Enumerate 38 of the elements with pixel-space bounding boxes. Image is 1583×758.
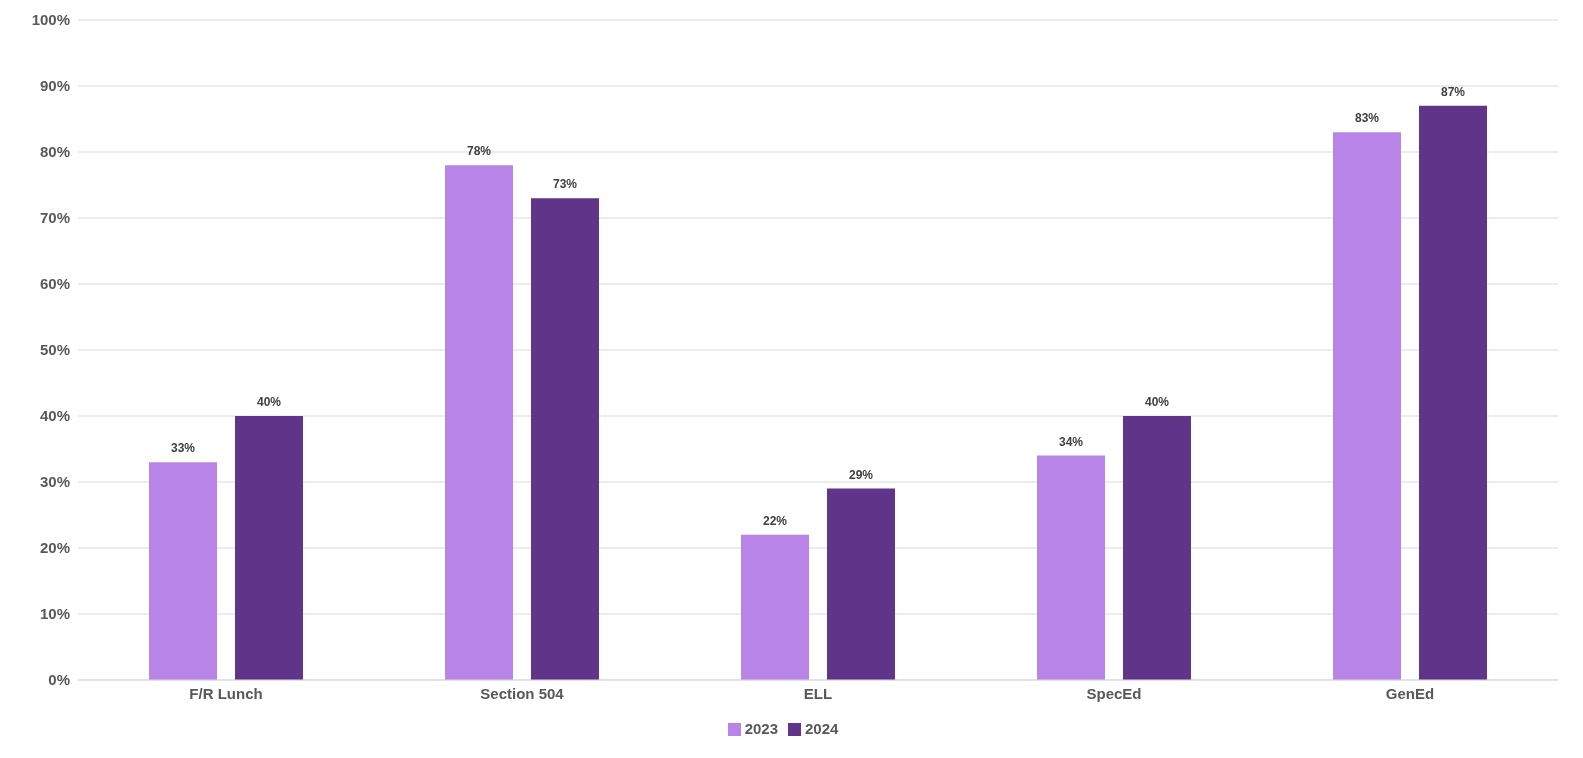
data-label: 87% xyxy=(1440,84,1466,99)
bar xyxy=(445,165,513,680)
x-tick-label: SpecEd xyxy=(1086,684,1142,702)
y-tick-label: 100% xyxy=(31,11,70,29)
data-label: 33% xyxy=(170,441,196,456)
data-label: 73% xyxy=(552,177,578,192)
x-tick-label: Section 504 xyxy=(480,684,565,702)
x-tick-label: F/R Lunch xyxy=(189,684,263,702)
y-tick-label: 90% xyxy=(39,77,70,95)
data-label: 78% xyxy=(466,144,492,159)
bar xyxy=(1333,132,1401,680)
y-tick-label: 30% xyxy=(39,473,70,491)
data-label: 83% xyxy=(1354,111,1380,126)
bar xyxy=(149,462,217,680)
data-label: 29% xyxy=(848,467,874,482)
bar xyxy=(531,198,599,680)
x-tick-label: ELL xyxy=(803,684,833,702)
legend-label: 2024 xyxy=(805,720,839,737)
y-tick-label: 10% xyxy=(39,605,70,623)
bar xyxy=(1123,416,1191,680)
y-tick-label: 80% xyxy=(39,143,70,161)
data-label: 40% xyxy=(256,395,282,409)
bar xyxy=(1037,455,1105,680)
legend-label: 2023 xyxy=(744,720,778,737)
y-tick-label: 20% xyxy=(39,539,70,557)
y-tick-label: 50% xyxy=(39,341,70,359)
bar xyxy=(235,416,303,680)
y-tick-label: 0% xyxy=(48,671,70,689)
data-label: 22% xyxy=(762,513,788,528)
bar xyxy=(827,488,895,680)
bar xyxy=(741,534,809,680)
x-tick-label: GenEd xyxy=(1385,684,1435,702)
data-label: 40% xyxy=(1144,395,1170,409)
bar xyxy=(1419,105,1487,680)
y-tick-label: 40% xyxy=(39,407,70,425)
y-tick-label: 70% xyxy=(39,209,70,227)
y-tick-label: 60% xyxy=(39,275,70,293)
data-label: 34% xyxy=(1058,434,1084,449)
